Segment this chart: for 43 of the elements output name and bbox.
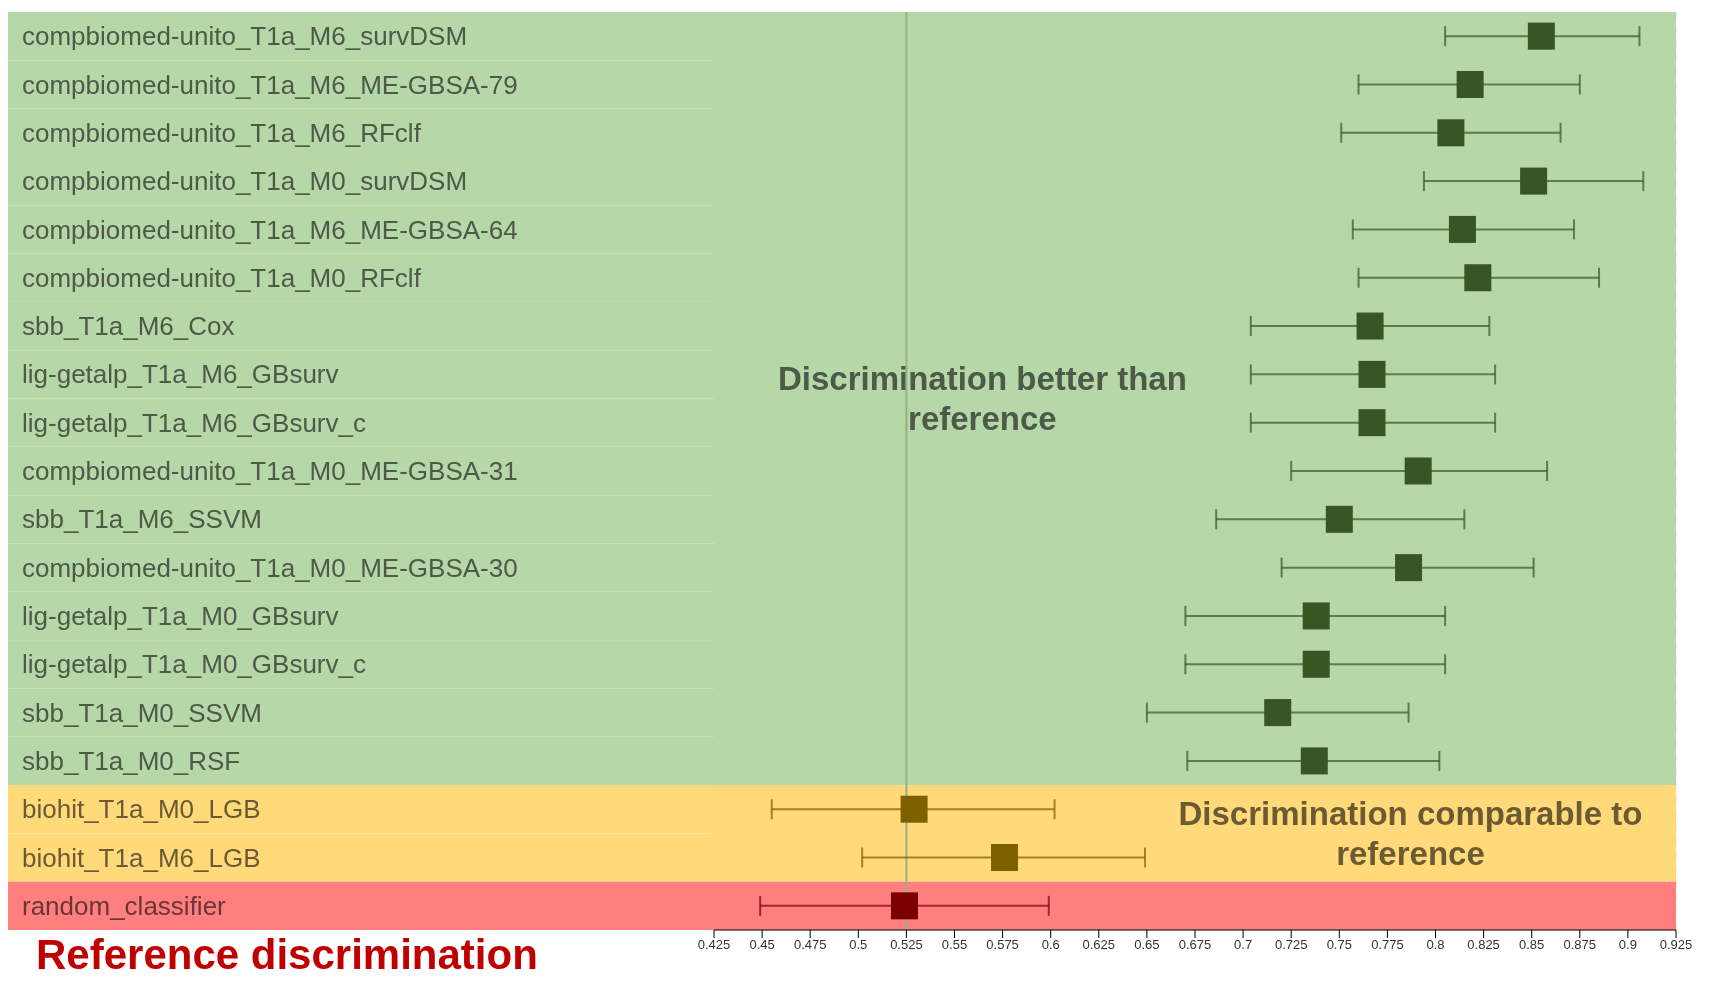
text: Reference discrimination: [36, 931, 538, 978]
x-tick-label: 0.875: [1563, 937, 1597, 953]
y-tick-label: sbb_T1a_M0_SSVM: [22, 697, 262, 728]
y-tick-label: lig-getalp_T1a_M6_GBsurv_c: [22, 407, 366, 438]
y-tick-label: compbiomed-unito_T1a_M0_ME-GBSA-31: [22, 456, 518, 487]
x-tick-label: 0.8: [1426, 937, 1445, 953]
x-tick-label: 0.475: [793, 937, 827, 953]
y-tick-label: compbiomed-unito_T1a_M0_ME-GBSA-30: [22, 552, 518, 583]
y-tick-label: compbiomed-unito_T1a_M6_ME-GBSA-79: [22, 69, 518, 100]
x-tick-label: 0.425: [697, 937, 731, 953]
x-tick-label: 0.65: [1134, 937, 1160, 953]
y-tick-label: compbiomed-unito_T1a_M6_ME-GBSA-64: [22, 214, 518, 245]
x-tick-label: 0.55: [941, 937, 968, 953]
y-tick-label: compbiomed-unito_T1a_M6_RFclf: [22, 117, 422, 148]
x-tick-label: 0.45: [749, 937, 775, 953]
x-tick-label: 0.85: [1519, 937, 1545, 953]
y-tick-label: lig-getalp_T1a_M0_GBsurv: [22, 601, 339, 632]
x-tick-label: 0.6: [1041, 937, 1060, 953]
y-tick-label: compbiomed-unito_T1a_M6_survDSM: [22, 21, 468, 52]
x-tick-label: 0.9: [1618, 937, 1637, 953]
y-tick-label: lig-getalp_T1a_M0_GBsurv_c: [22, 649, 366, 680]
x-tick-label: 0.725: [1274, 937, 1308, 953]
y-tick-label: biohit_T1a_M0_LGB: [22, 794, 261, 825]
y-tick-label: sbb_T1a_M6_SSVM: [22, 504, 262, 535]
band-label: Discrimination comparable to reference: [1178, 794, 1643, 872]
y-tick-label: compbiomed-unito_T1a_M0_survDSM: [22, 166, 468, 197]
y-tick-label: lig-getalp_T1a_M6_GBsurv: [22, 359, 339, 390]
y-tick-label: compbiomed-unito_T1a_M0_RFclf: [22, 262, 422, 293]
x-tick-label: 0.525: [890, 937, 923, 953]
x-tick-label: 0.575: [986, 937, 1019, 953]
y-tick-label: sbb_T1a_M6_Cox: [22, 311, 235, 342]
x-tick-label: 0.5: [849, 937, 868, 953]
x-tick-label: 0.675: [1178, 937, 1212, 953]
x-tick-label: 0.925: [1659, 937, 1693, 953]
x-tick-label: 0.825: [1467, 937, 1500, 953]
x-tick-label: 0.775: [1371, 937, 1404, 953]
x-tick-label: 0.7: [1234, 937, 1253, 953]
y-tick-label: sbb_T1a_M0_RSF: [22, 745, 241, 776]
y-tick-label: random_classifier: [22, 890, 227, 921]
x-tick-label: 0.625: [1082, 937, 1116, 953]
y-tick-label: biohit_T1a_M6_LGB: [22, 842, 261, 873]
band-label: Discrimination better than reference: [777, 360, 1187, 438]
x-tick-label: 0.75: [1326, 937, 1352, 953]
